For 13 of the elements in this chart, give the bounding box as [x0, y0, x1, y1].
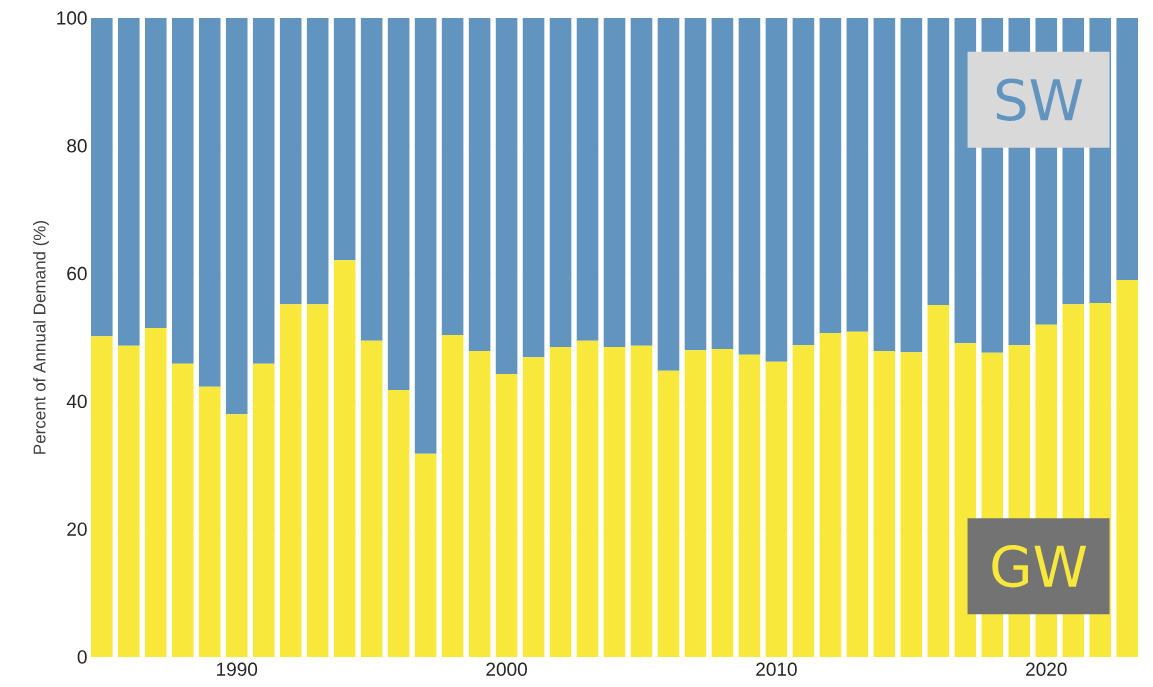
y-tick-label: 0 [77, 650, 87, 664]
y-tick-label: 60 [67, 266, 87, 281]
y-tick-label: 100 [57, 11, 87, 25]
series-label: SW [996, 78, 1083, 121]
y-tick-label: 80 [67, 139, 87, 153]
x-tick-label: 2020 [1026, 662, 1067, 676]
x-tick-label: 2010 [756, 662, 797, 676]
y-tick-label: 20 [67, 522, 87, 536]
y-tick-label: 40 [66, 394, 87, 409]
y-axis-title: Percent of Annual Demand (%) [33, 220, 49, 454]
series-label: GW [992, 545, 1087, 588]
x-tick-label: 2000 [486, 662, 527, 676]
x-tick-label: 1990 [217, 662, 258, 676]
